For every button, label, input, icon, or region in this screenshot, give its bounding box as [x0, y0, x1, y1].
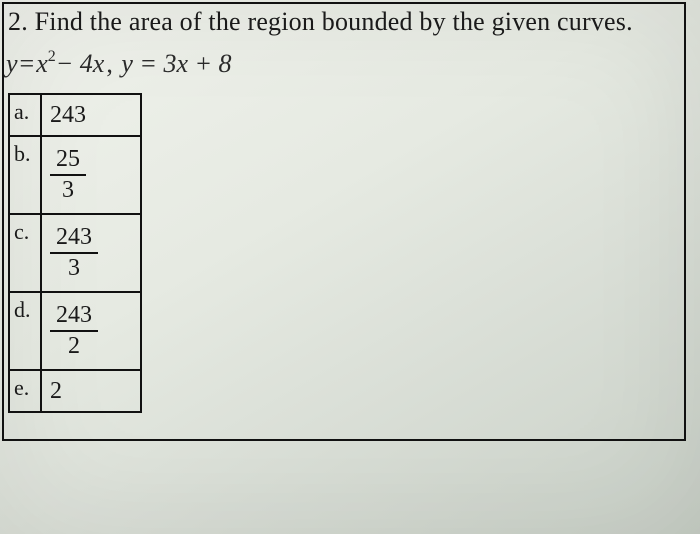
answer-label: c.: [9, 214, 41, 292]
answer-row: e. 2: [9, 370, 141, 412]
eq-sep: ,: [104, 49, 121, 78]
answer-value: 253: [41, 136, 141, 214]
answer-row: c.2433: [9, 214, 141, 292]
answer-value: 2432: [41, 292, 141, 370]
fraction-numerator: 243: [50, 225, 98, 254]
answer-value: 2: [41, 370, 141, 412]
answer-label: b.: [9, 136, 41, 214]
answer-value: 2433: [41, 214, 141, 292]
answer-value: 243: [41, 94, 141, 136]
answer-fraction: 2433: [50, 225, 98, 281]
fraction-denominator: 3: [50, 176, 86, 203]
eq-y2: y = 3x + 8: [121, 49, 231, 78]
answer-fraction: 253: [50, 147, 86, 203]
answers-body: a.243b.253c.2433d.2432e.2: [9, 94, 141, 412]
problem-prompt: 2. Find the area of the region bounded b…: [4, 4, 684, 37]
fraction-denominator: 2: [50, 332, 98, 359]
eq-y1-x: x: [36, 49, 48, 78]
fraction-numerator: 243: [50, 303, 98, 332]
answers-table: a.243b.253c.2433d.2432e.2: [8, 93, 142, 413]
answer-row: a. 243: [9, 94, 141, 136]
equation-line: y=x2− 4x, y = 3x + 8: [4, 37, 684, 93]
eq-y1-exp: 2: [48, 48, 56, 65]
fraction-denominator: 3: [50, 254, 98, 281]
answer-plain: 2: [50, 377, 132, 405]
answer-fraction: 2432: [50, 303, 98, 359]
eq-y1-lhs: y: [6, 49, 18, 78]
problem-container: 2. Find the area of the region bounded b…: [2, 2, 686, 441]
eq-y1-rest: − 4x: [56, 49, 105, 78]
problem-text: Find the area of the region bounded by t…: [35, 7, 633, 36]
answer-plain: 243: [50, 101, 132, 129]
answer-label: a.: [9, 94, 41, 136]
answer-label: d.: [9, 292, 41, 370]
answer-label: e.: [9, 370, 41, 412]
answer-row: b.253: [9, 136, 141, 214]
problem-number: 2.: [8, 7, 28, 36]
fraction-numerator: 25: [50, 147, 86, 176]
page: 2. Find the area of the region bounded b…: [0, 0, 700, 534]
answer-row: d.2432: [9, 292, 141, 370]
